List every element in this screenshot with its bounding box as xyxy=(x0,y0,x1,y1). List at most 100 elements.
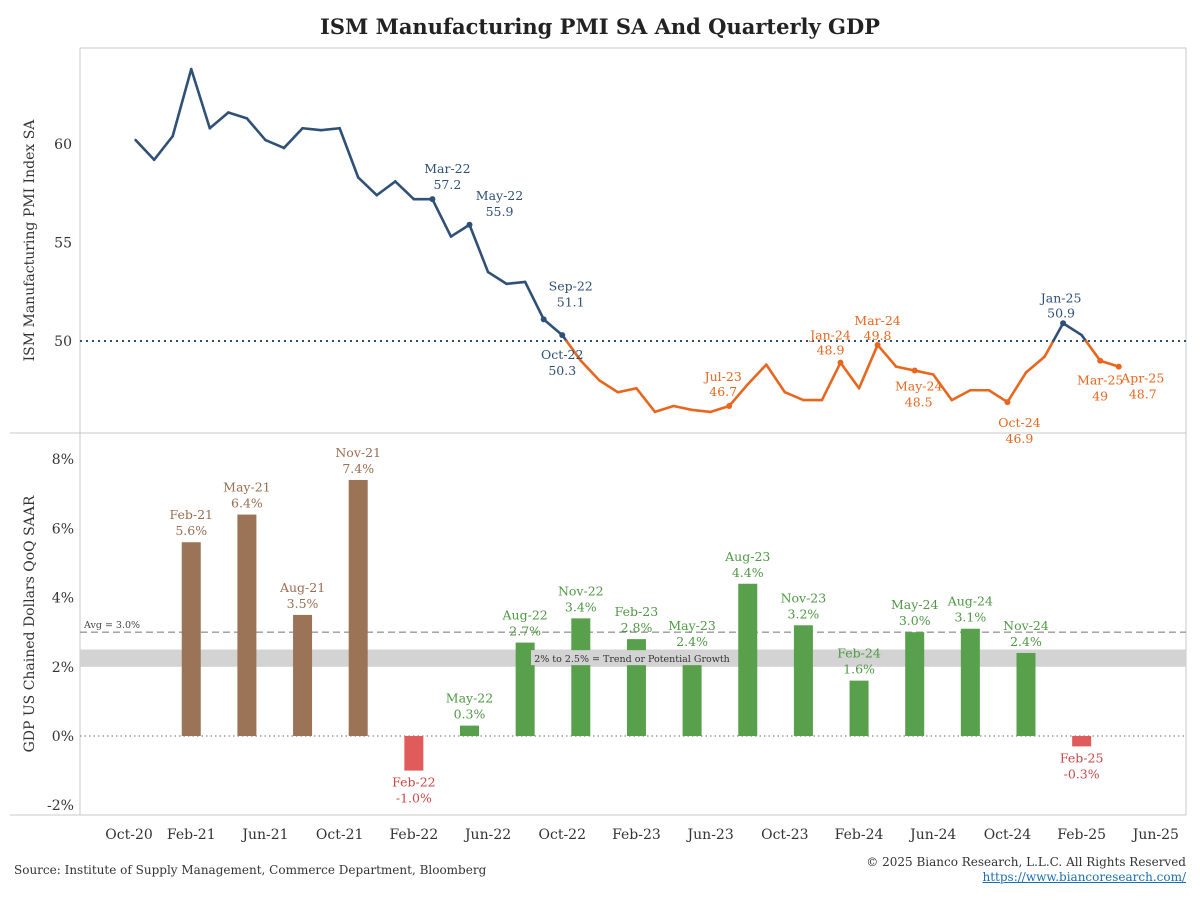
pmi-annotated-point xyxy=(874,341,881,348)
gdp-bar xyxy=(905,632,925,736)
pmi-line-segment xyxy=(783,390,805,402)
pmi-line-segment xyxy=(134,138,156,162)
pmi-line-segment xyxy=(1024,355,1046,374)
pmi-annotated-point xyxy=(429,196,436,203)
gdp-bar-value: 3.5% xyxy=(287,596,319,611)
pmi-line-segment xyxy=(505,280,527,286)
pmi-line-segment xyxy=(227,111,249,120)
average-label: Avg = 3.0% xyxy=(83,620,140,631)
pmi-line-segment xyxy=(820,361,842,402)
gdp-bar xyxy=(571,618,591,736)
pmi-line-segment xyxy=(894,365,917,372)
pmi-line-segment xyxy=(1061,321,1083,337)
x-tick-label: Feb-23 xyxy=(612,827,661,843)
gdp-bar-month: Feb-22 xyxy=(392,775,436,790)
pmi-y-tick: 55 xyxy=(54,236,72,252)
pmi-y-tick: 50 xyxy=(54,334,72,350)
gdp-bar-month: May-22 xyxy=(446,691,493,706)
pmi-y-axis-label: ISM Manufacturing PMI Index SA xyxy=(22,119,38,362)
pmi-line-segment xyxy=(616,386,638,394)
trend-band-label-bg xyxy=(531,650,732,666)
pmi-line-segment xyxy=(876,343,898,368)
pmi-line-segment xyxy=(635,386,657,414)
trend-band-label: 2% to 2.5% = Trend or Potential Growth xyxy=(534,654,730,665)
gdp-bar-month: Aug-21 xyxy=(279,580,325,595)
pmi-line-segment xyxy=(839,361,861,390)
gdp-y-tick: -2% xyxy=(47,798,74,814)
pmi-annotation-value: 48.7 xyxy=(1129,387,1157,402)
gdp-bar-month: Feb-24 xyxy=(837,646,881,661)
pmi-annotation-value: 49.8 xyxy=(864,328,892,343)
gdp-bar xyxy=(237,514,257,736)
pmi-annotation-month: Jan-25 xyxy=(1039,290,1082,305)
pmi-annotated-point xyxy=(466,221,473,228)
pmi-line-segment xyxy=(468,223,490,274)
x-tick-label: Jun-24 xyxy=(908,827,956,843)
gdp-bar-month: Feb-23 xyxy=(615,604,659,619)
x-axis: Oct-20 Feb-21 Jun-21 Oct-21 Feb-22 Jun-22 Oct-… xyxy=(105,827,1179,843)
gdp-bar-value: 7.4% xyxy=(342,461,374,476)
gdp-bar-month: May-24 xyxy=(891,597,938,612)
pmi-annotation-value: 46.7 xyxy=(709,384,737,399)
pmi-annotation-value: 50.9 xyxy=(1047,305,1075,320)
pmi-annotation-month: Mar-22 xyxy=(424,161,470,176)
pmi-annotated-point xyxy=(1060,320,1067,327)
gdp-bar-value: 4.4% xyxy=(732,565,764,580)
pmi-line-segment xyxy=(356,176,379,197)
pmi-line-segment xyxy=(338,126,360,179)
gdp-bar-month: Aug-22 xyxy=(502,608,548,623)
pmi-annotation-month: Oct-24 xyxy=(998,415,1040,430)
pmi-annotated-point xyxy=(726,403,733,410)
gdp-bar xyxy=(293,614,313,736)
gdp-bar-month: Nov-22 xyxy=(558,583,604,598)
gdp-bar xyxy=(460,725,479,736)
pmi-annotation-value: 50.3 xyxy=(548,363,576,378)
pmi-line-segment xyxy=(375,180,397,197)
gdp-bar-value: 0.3% xyxy=(454,707,486,722)
gdp-bar-month: Feb-21 xyxy=(169,507,213,522)
pmi-line-segment xyxy=(245,117,267,142)
pmi-line-segment xyxy=(393,180,416,201)
pmi-line-segment xyxy=(301,126,323,132)
gdp-y-tick: 0% xyxy=(52,729,74,745)
pmi-annotated-point xyxy=(1115,363,1122,370)
gdp-bar-value: 2.4% xyxy=(1010,634,1042,649)
pmi-annotated-point xyxy=(1097,357,1104,364)
x-tick-label: Jun-22 xyxy=(463,827,511,843)
pmi-line-segment xyxy=(1084,339,1102,363)
pmi-annotation-month: Apr-25 xyxy=(1120,371,1164,386)
gdp-bar-month: Nov-24 xyxy=(1003,618,1049,633)
pmi-annotation-month: Jul-23 xyxy=(703,369,742,384)
gdp-panel: GDP US Chained Dollars QoQ SAAR -2% 0% 2% 4%… xyxy=(22,445,1186,814)
pmi-line-segment xyxy=(189,67,212,130)
gdp-bar-value: -1.0% xyxy=(396,791,432,806)
x-tick-label: Feb-24 xyxy=(835,827,884,843)
gdp-bar-value: 1.6% xyxy=(843,662,875,677)
x-tick-label: Oct-24 xyxy=(984,827,1032,843)
pmi-line-segment xyxy=(1051,321,1065,343)
pmi-line-segment xyxy=(579,359,601,382)
pmi-line-segment xyxy=(282,126,304,150)
gdp-bar-month: Aug-23 xyxy=(724,549,770,564)
x-tick-label: Feb-22 xyxy=(389,827,438,843)
gdp-bar-month: Nov-23 xyxy=(781,590,827,605)
pmi-line-segment xyxy=(542,318,564,337)
pmi-line-segment xyxy=(208,111,230,130)
pmi-annotation-value: 49 xyxy=(1092,389,1108,404)
x-tick-label: Feb-21 xyxy=(167,827,216,843)
gdp-bar-value: 6.4% xyxy=(231,496,263,511)
gdp-bar-month: Aug-24 xyxy=(947,594,993,609)
gdp-bar-value: 3.1% xyxy=(954,610,986,625)
pmi-annotation-month: Jan-24 xyxy=(808,328,851,343)
pmi-line-segment xyxy=(486,270,508,286)
pmi-line-segment xyxy=(152,134,174,162)
pmi-annotated-point xyxy=(559,332,566,339)
website-link[interactable]: https://www.biancoresearch.com/ xyxy=(982,870,1186,884)
pmi-annotation-value: 51.1 xyxy=(557,294,585,309)
pmi-line-segment xyxy=(319,126,341,132)
pmi-annotation-month: Mar-25 xyxy=(1077,373,1123,388)
pmi-line-segment xyxy=(987,388,1009,404)
gdp-bar xyxy=(682,652,702,736)
x-tick-label: Oct-23 xyxy=(761,827,809,843)
